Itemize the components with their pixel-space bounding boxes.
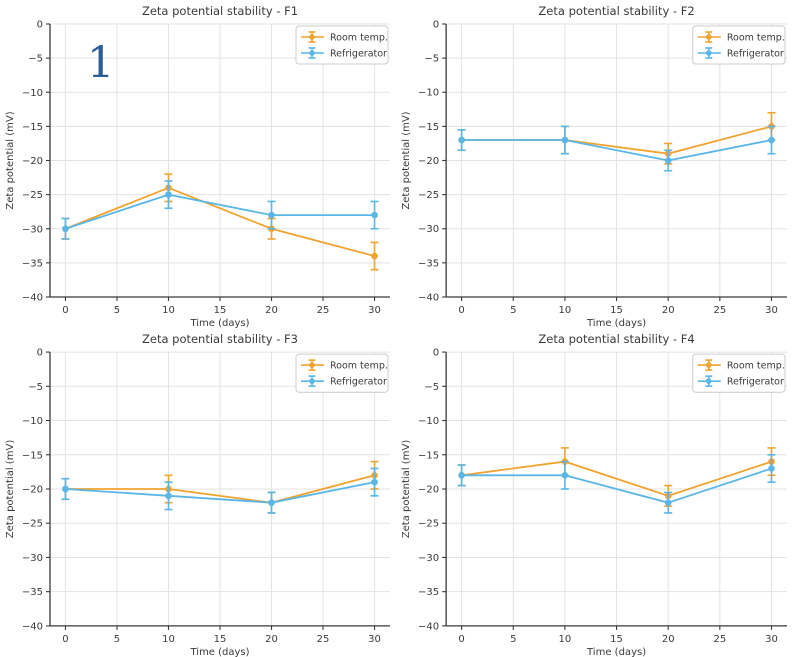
svg-text:Zeta potential stability - F2: Zeta potential stability - F2 [538,4,694,18]
svg-text:Time (days): Time (days) [189,318,249,328]
svg-text:5: 5 [114,634,120,645]
svg-text:−15: −15 [22,122,43,133]
svg-text:−30: −30 [418,224,439,235]
svg-text:0: 0 [37,348,43,359]
svg-text:10: 10 [162,634,175,645]
svg-text:25: 25 [713,305,726,316]
svg-text:Room temp.: Room temp. [727,33,785,44]
svg-text:Time (days): Time (days) [586,647,646,657]
svg-text:−10: −10 [418,88,439,99]
svg-text:−40: −40 [22,293,43,304]
svg-text:0: 0 [458,634,464,645]
svg-text:−20: −20 [418,484,439,495]
svg-text:−40: −40 [418,621,439,632]
svg-text:25: 25 [317,305,330,316]
svg-text:20: 20 [662,634,675,645]
svg-text:0: 0 [62,634,68,645]
svg-text:15: 15 [214,305,227,316]
svg-text:0: 0 [37,20,43,31]
svg-text:Zeta potential (mV): Zeta potential (mV) [401,111,412,209]
svg-text:0: 0 [433,348,439,359]
svg-text:Refrigerator: Refrigerator [330,49,387,60]
svg-text:Refrigerator: Refrigerator [727,49,784,60]
svg-text:5: 5 [510,634,516,645]
svg-text:−35: −35 [418,258,439,269]
chart-f3-svg: 0 −5 −10 −15 −20 −25 −30 −35 −40 0 5 10 15 20 25 30 Zeta… [5,332,390,657]
svg-text:Room temp.: Room temp. [330,33,388,44]
svg-text:Refrigerator: Refrigerator [727,377,784,388]
svg-text:30: 30 [765,305,778,316]
svg-text:30: 30 [368,305,381,316]
svg-text:Time (days): Time (days) [586,318,646,328]
svg-text:30: 30 [368,634,381,645]
svg-text:Zeta potential stability - F1: Zeta potential stability - F1 [142,4,298,18]
svg-text:5: 5 [510,305,516,316]
svg-text:Zeta potential stability - F3: Zeta potential stability - F3 [142,332,298,346]
figure-number-annotation: 1 [87,38,115,88]
svg-text:−20: −20 [22,156,43,167]
svg-text:−25: −25 [22,519,43,530]
svg-text:25: 25 [317,634,330,645]
svg-text:−40: −40 [418,293,439,304]
svg-text:−15: −15 [22,450,43,461]
svg-text:−20: −20 [418,156,439,167]
svg-text:−30: −30 [22,224,43,235]
svg-text:Room temp.: Room temp. [330,361,388,372]
svg-text:10: 10 [559,634,572,645]
svg-text:−35: −35 [418,587,439,598]
svg-text:10: 10 [162,305,175,316]
svg-text:−15: −15 [418,450,439,461]
svg-text:0: 0 [62,305,68,316]
svg-text:−5: −5 [424,382,439,393]
svg-text:−25: −25 [418,519,439,530]
svg-text:Room temp.: Room temp. [727,361,785,372]
svg-text:30: 30 [765,634,778,645]
svg-text:−35: −35 [22,258,43,269]
svg-text:Time (days): Time (days) [190,647,250,657]
chart-f4-svg: 0 −5 −10 −15 −20 −25 −30 −35 −40 0 5 10 15 20 25 30 Zeta… [401,332,787,657]
svg-text:Refrigerator: Refrigerator [330,377,387,388]
svg-text:−35: −35 [22,587,43,598]
svg-text:Zeta potential (mV): Zeta potential (mV) [5,111,16,209]
svg-text:−25: −25 [418,190,439,201]
svg-text:−10: −10 [22,88,43,99]
svg-text:15: 15 [610,634,623,645]
chart-f1-panel: 0 −5 −10 −15 −20 −25 −30 −35 −40 0 5 10 15 20 25 30 Zeta… [0,0,396,328]
svg-text:−5: −5 [28,382,43,393]
svg-text:−30: −30 [22,553,43,564]
svg-text:20: 20 [265,634,278,645]
svg-text:−40: −40 [22,621,43,632]
svg-text:−15: −15 [418,122,439,133]
svg-text:−25: −25 [22,190,43,201]
svg-text:15: 15 [610,305,623,316]
svg-text:−5: −5 [28,54,43,65]
svg-text:20: 20 [265,305,278,316]
svg-text:Zeta potential stability - F4: Zeta potential stability - F4 [538,332,694,346]
chart-f2-svg: 0 −5 −10 −15 −20 −25 −30 −35 −40 0 5 10 15 20 25 30 Zeta… [401,4,787,328]
svg-text:0: 0 [458,305,464,316]
svg-text:10: 10 [559,305,572,316]
svg-text:15: 15 [214,634,227,645]
svg-text:−20: −20 [22,484,43,495]
svg-text:25: 25 [713,634,726,645]
svg-text:5: 5 [114,305,120,316]
chart-f1-svg: 0 −5 −10 −15 −20 −25 −30 −35 −40 0 5 10 15 20 25 30 Zeta… [5,4,390,328]
chart-f3-panel: 0 −5 −10 −15 −20 −25 −30 −35 −40 0 5 10 15 20 25 30 Zeta… [0,328,396,657]
svg-text:−5: −5 [424,54,439,65]
svg-text:Zeta potential (mV): Zeta potential (mV) [5,440,16,539]
chart-f2-panel: 0 −5 −10 −15 −20 −25 −30 −35 −40 0 5 10 15 20 25 30 Zeta… [396,0,793,328]
svg-text:20: 20 [662,305,675,316]
svg-text:−10: −10 [418,416,439,427]
svg-text:0: 0 [433,20,439,31]
svg-text:−10: −10 [22,416,43,427]
svg-text:−30: −30 [418,553,439,564]
svg-text:Zeta potential (mV): Zeta potential (mV) [401,440,412,539]
chart-f4-panel: 0 −5 −10 −15 −20 −25 −30 −35 −40 0 5 10 15 20 25 30 Zeta… [396,328,793,657]
